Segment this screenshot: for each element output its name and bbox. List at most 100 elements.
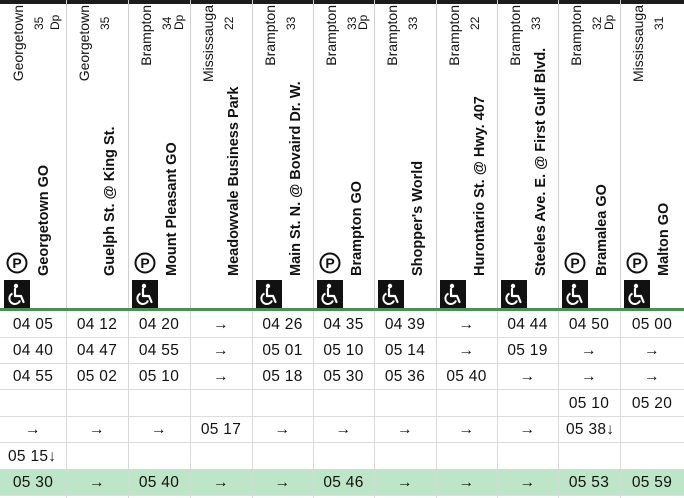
wheelchair-icon xyxy=(256,280,282,308)
svg-text:P: P xyxy=(140,255,149,271)
wheelchair-icon xyxy=(562,280,588,308)
grid-column-divider xyxy=(66,311,67,498)
time-cell xyxy=(374,443,436,469)
column-divider xyxy=(128,0,129,310)
time-cell: 05 18 xyxy=(262,368,303,385)
station-column: Brampton 32 Dp Bramalea GO P xyxy=(558,0,620,310)
wheelchair-icon xyxy=(132,280,158,308)
row-divider xyxy=(0,363,684,364)
time-cell: 05 10 xyxy=(568,395,610,412)
time-cell: → xyxy=(274,421,291,438)
city-text: Mississauga xyxy=(630,5,646,83)
svg-text:P: P xyxy=(570,255,579,271)
time-cell: 04 39 xyxy=(384,316,426,333)
grid-column-divider xyxy=(497,311,498,498)
row-divider xyxy=(0,495,684,496)
time-cell: 05 00 xyxy=(631,316,673,333)
time-cell xyxy=(436,443,497,469)
fare-zone: 31 xyxy=(652,8,670,38)
time-cell: → xyxy=(458,342,475,359)
time-cell: → xyxy=(458,474,475,491)
time-cell xyxy=(313,390,374,416)
station-text: Main St. N. @ Bovaird Dr. W. xyxy=(288,81,304,276)
grid-column-divider xyxy=(190,311,191,498)
parking-icon: P xyxy=(319,252,341,274)
time-cell xyxy=(252,390,313,416)
grid-column-divider xyxy=(620,311,621,498)
time-cell xyxy=(66,443,128,469)
time-cell: 05 10 xyxy=(323,342,364,359)
station-text: Meadowvale Business Park xyxy=(226,86,242,276)
time-cell: → xyxy=(89,474,105,491)
station-column: Brampton 33 Main St. N. @ Bovaird Dr. W. xyxy=(252,0,313,310)
svg-text:P: P xyxy=(632,255,641,271)
dp-label: Dp xyxy=(356,8,374,38)
time-cell: 04 55 xyxy=(12,368,54,385)
station-text: Shopper's World xyxy=(410,160,426,276)
time-cell xyxy=(374,390,436,416)
time-cell: 05 19 xyxy=(507,342,548,359)
zone-text: 33 xyxy=(284,16,298,30)
time-cell: 05 10 xyxy=(138,368,180,385)
svg-text:P: P xyxy=(325,255,334,271)
dp-text: Dp xyxy=(48,14,62,30)
station-text: Hurontario St. @ Hwy. 407 xyxy=(472,96,488,276)
time-cell: 05 38↓ xyxy=(566,421,615,438)
city-text: Georgetown xyxy=(10,5,26,82)
time-cell xyxy=(66,390,128,416)
city-text: Brampton xyxy=(384,5,400,66)
time-cell: → xyxy=(519,368,536,385)
parking-icon: P xyxy=(626,252,648,274)
time-cell xyxy=(190,390,252,416)
time-cell: 04 35 xyxy=(323,316,364,333)
dp-text: Dp xyxy=(602,14,616,30)
timetable-row: 04 55 05 02 05 10 → 05 18 05 30 05 36 05 40 → → → xyxy=(0,363,684,389)
time-cell: → xyxy=(213,316,229,333)
column-divider xyxy=(190,0,191,310)
time-cell: 05 02 xyxy=(76,368,118,385)
timetable-row: 05 30 → 05 40 → → 05 46 → → → 05 53 05 59 xyxy=(0,469,684,495)
station-column: Mississauga 31 Malton GO P xyxy=(620,0,684,310)
parking-icon: P xyxy=(564,252,586,274)
time-cell: 04 40 xyxy=(12,342,54,359)
fare-zone: 33 xyxy=(284,8,302,38)
column-divider xyxy=(436,0,437,310)
city-label: Brampton xyxy=(262,2,280,202)
station-column: Brampton 34 Dp Mount Pleasant GO P xyxy=(128,0,190,310)
grid-column-divider xyxy=(128,311,129,498)
time-cell: 04 50 xyxy=(568,316,610,333)
time-cell: → xyxy=(213,342,229,359)
time-cell xyxy=(313,443,374,469)
time-cell xyxy=(620,416,684,442)
station-text: Malton GO xyxy=(656,202,672,276)
header-divider xyxy=(0,308,684,311)
wheelchair-icon xyxy=(440,280,466,308)
station-column: Mississauga 22 Meadowvale Business Park xyxy=(190,0,252,310)
station-text: Bramalea GO xyxy=(594,184,610,276)
station-column: Brampton 33 Dp Brampton GO P xyxy=(313,0,374,310)
timetable-header: Georgetown 35 Dp Georgetown GO P Georgetown 35… xyxy=(0,0,684,310)
dp-text: Dp xyxy=(356,14,370,30)
city-label: Brampton xyxy=(507,2,525,202)
time-cell: → xyxy=(274,474,291,491)
parking-icon: P xyxy=(6,252,28,274)
city-label: Brampton xyxy=(446,2,464,202)
time-cell: → xyxy=(213,368,229,385)
time-cell: 05 40 xyxy=(138,474,180,491)
time-cell: 04 44 xyxy=(507,316,548,333)
city-text: Brampton xyxy=(262,5,278,66)
zone-text: 33 xyxy=(406,16,420,30)
city-label: Brampton xyxy=(323,2,341,202)
station-text: Guelph St. @ King St. xyxy=(102,126,118,276)
station-text: Brampton GO xyxy=(349,180,365,276)
station-text: Mount Pleasant GO xyxy=(164,142,180,276)
time-cell xyxy=(252,443,313,469)
time-cell: 05 40 xyxy=(446,368,487,385)
wheelchair-icon xyxy=(317,280,343,308)
time-cell: 04 55 xyxy=(138,342,180,359)
time-cell: → xyxy=(458,316,475,333)
zone-text: 35 xyxy=(32,16,46,30)
time-cell: 05 17 xyxy=(200,421,242,438)
timetable-row: 05 10 05 20 xyxy=(0,390,684,416)
time-cell: → xyxy=(581,368,597,385)
